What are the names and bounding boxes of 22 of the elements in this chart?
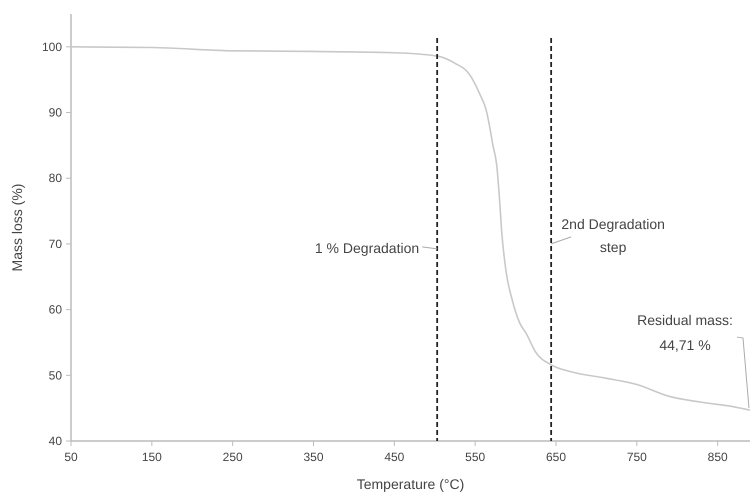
y-tick-label: 100 xyxy=(42,40,62,54)
x-axis-title: Temperature (°C) xyxy=(356,476,464,492)
y-tick-label: 90 xyxy=(48,106,62,120)
x-tick-label: 550 xyxy=(465,450,486,464)
y-tick-label: 50 xyxy=(48,368,62,382)
y-axis-title: Mass loss (%) xyxy=(9,184,25,272)
y-tick-label: 60 xyxy=(48,302,62,317)
x-tick-label: 250 xyxy=(222,450,243,464)
ref-line-label: 2nd Degradation step xyxy=(561,216,665,255)
ref-line-label: 1 % Degradation xyxy=(314,240,420,256)
y-tick-label: 40 xyxy=(48,434,62,448)
y-tick-label: 70 xyxy=(48,236,62,251)
x-tick-label: 50 xyxy=(64,450,78,464)
x-tick-label: 350 xyxy=(303,450,324,464)
x-tick-label: 750 xyxy=(626,450,648,464)
x-tick-label: 850 xyxy=(708,450,728,464)
x-tick-label: 150 xyxy=(142,450,162,464)
annotation: Residual mass: 44,71 % xyxy=(637,312,733,354)
y-tick-label: 80 xyxy=(48,171,62,186)
x-tick-label: 650 xyxy=(546,450,566,464)
x-tick-label: 450 xyxy=(384,450,405,464)
line-series xyxy=(70,46,751,411)
